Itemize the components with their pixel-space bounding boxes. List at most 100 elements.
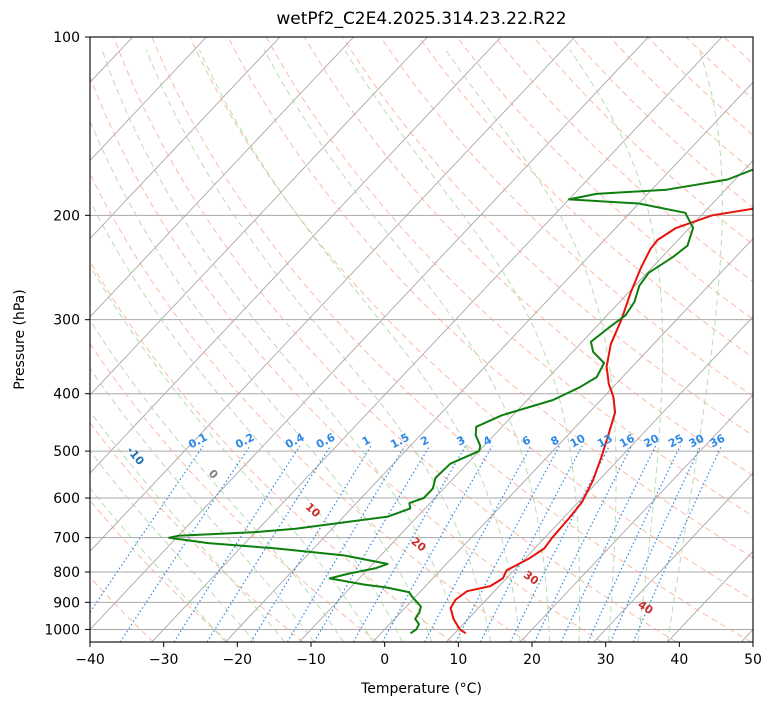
dry-adiabat-line xyxy=(494,37,753,283)
x-axis-label: Temperature (°C) xyxy=(360,681,482,697)
dry-adiabat-line xyxy=(227,37,753,559)
isotherm-line xyxy=(151,37,723,642)
x-tick-label: −30 xyxy=(149,652,179,668)
moist-adiabat-line xyxy=(90,450,256,642)
mixing-ratio-line xyxy=(509,445,610,642)
mixing-ratio-label: 36 xyxy=(708,432,728,451)
mixing-ratio-label: 8 xyxy=(549,433,562,448)
isotherm-line xyxy=(90,37,281,240)
isotherm-line xyxy=(519,394,753,642)
dry-adiabat-label: 30 xyxy=(521,568,541,588)
mixing-ratio-label: 13 xyxy=(595,432,615,451)
isotherm-line xyxy=(446,316,753,642)
mixing-ratio-label: 0.4 xyxy=(283,431,307,452)
dry-adiabat-line xyxy=(380,37,753,397)
mixing-ratio-label: 10 xyxy=(568,432,588,451)
isotherm-line xyxy=(372,237,753,642)
isotherm-line xyxy=(740,628,753,642)
moist-adiabat-line xyxy=(90,119,433,642)
reference-lines xyxy=(90,37,775,642)
dry-adiabat-label: -10 xyxy=(124,444,147,468)
dry-adiabat-line xyxy=(90,76,602,642)
mixing-ratio-line xyxy=(90,445,204,614)
dry-adiabat-line xyxy=(90,172,528,642)
moist-adiabat-line xyxy=(263,49,551,642)
mixing-ratio-line xyxy=(206,445,332,642)
mixing-ratio-line xyxy=(286,445,406,642)
mixing-ratio-label: 16 xyxy=(617,432,637,451)
dry-adiabat-line xyxy=(762,37,775,642)
y-tick-label: 800 xyxy=(53,565,80,581)
moist-adiabat-line xyxy=(101,49,462,642)
moist-adiabat-line xyxy=(145,49,492,642)
y-tick-label: 700 xyxy=(53,531,80,547)
x-tick-label: 0 xyxy=(380,652,389,668)
isotherm-line xyxy=(225,81,753,642)
moist-adiabat-line xyxy=(90,319,344,642)
moist-adiabat-line xyxy=(667,49,723,642)
mixing-ratio-line xyxy=(381,445,493,642)
mixing-ratio-line xyxy=(609,445,702,642)
y-tick-label: 100 xyxy=(53,30,80,46)
y-tick-label: 400 xyxy=(53,387,80,403)
x-tick-label: 50 xyxy=(744,652,762,668)
dry-adiabat-line xyxy=(90,422,304,642)
dry-adiabat-line xyxy=(265,37,753,517)
isotherm-line xyxy=(667,550,753,642)
x-tick-label: 40 xyxy=(670,652,688,668)
dry-adiabat-line xyxy=(533,37,753,246)
dry-adiabat-line xyxy=(685,37,753,100)
chart-title: wetPf2_C2E4.2025.314.23.22.R22 xyxy=(276,9,567,29)
mixing-ratio-label: 6 xyxy=(520,433,533,448)
mixing-ratio-label: 1 xyxy=(360,433,373,448)
mixing-ratio-label: 20 xyxy=(642,432,662,451)
y-tick-label: 900 xyxy=(53,595,80,611)
dry-adiabat-label: -20 xyxy=(42,415,64,439)
mixing-ratio-line xyxy=(479,445,583,642)
dewpoint-profile-line xyxy=(168,168,753,635)
y-tick-label: 300 xyxy=(53,313,80,329)
mixing-ratio-line xyxy=(119,445,251,642)
moist-adiabat-line xyxy=(90,264,374,642)
dry-adiabat-label: 0 xyxy=(206,467,221,482)
moist-adiabat-line xyxy=(344,49,581,642)
axes: −40 −30 −20 −10 0 10 20 30 40 5010020030040050060… xyxy=(44,30,762,668)
isotherm-line xyxy=(90,37,428,396)
mixing-ratio-line xyxy=(587,445,681,642)
dry-adiabat-line xyxy=(647,37,753,136)
dry-adiabat-line xyxy=(113,37,677,642)
isotherm-line xyxy=(90,37,502,474)
dry-adiabat-line xyxy=(609,37,753,172)
mixing-ratio-line xyxy=(455,445,561,642)
dry-adiabat-label: 10 xyxy=(303,500,323,520)
mixing-ratio-line xyxy=(560,445,657,642)
moist-adiabat-line xyxy=(90,487,226,642)
x-tick-label: 10 xyxy=(449,652,467,668)
y-tick-label: 600 xyxy=(53,491,80,507)
y-tick-label: 200 xyxy=(53,208,80,224)
mixing-ratio-label: 30 xyxy=(687,432,707,451)
dry-adiabat-line xyxy=(189,37,753,601)
isotherm-line xyxy=(90,37,649,631)
moist-adiabat-line xyxy=(569,49,664,642)
isotherm-line xyxy=(90,37,355,318)
mixing-ratio-line xyxy=(250,445,372,642)
dry-adiabat-label: 40 xyxy=(636,598,656,617)
isotherm-line xyxy=(298,159,753,642)
mixing-ratio-label: 0.1 xyxy=(186,431,209,452)
dry-adiabat-line xyxy=(90,499,229,642)
moist-adiabat-line xyxy=(90,199,403,642)
mixing-ratio-line xyxy=(313,445,431,642)
moist-adiabat-line xyxy=(90,410,285,642)
isotherm-line xyxy=(90,37,207,162)
profile-lines xyxy=(168,168,753,635)
y-tick-label: 500 xyxy=(53,444,80,460)
dry-adiabat-line xyxy=(418,37,753,359)
isotherm-line xyxy=(593,472,753,642)
reference-labels: -100-90-80-70-60-50-40-30-20-10010203040… xyxy=(42,415,728,618)
y-tick-label: 1000 xyxy=(44,622,80,638)
x-tick-label: 30 xyxy=(597,652,615,668)
x-tick-label: −10 xyxy=(296,652,326,668)
